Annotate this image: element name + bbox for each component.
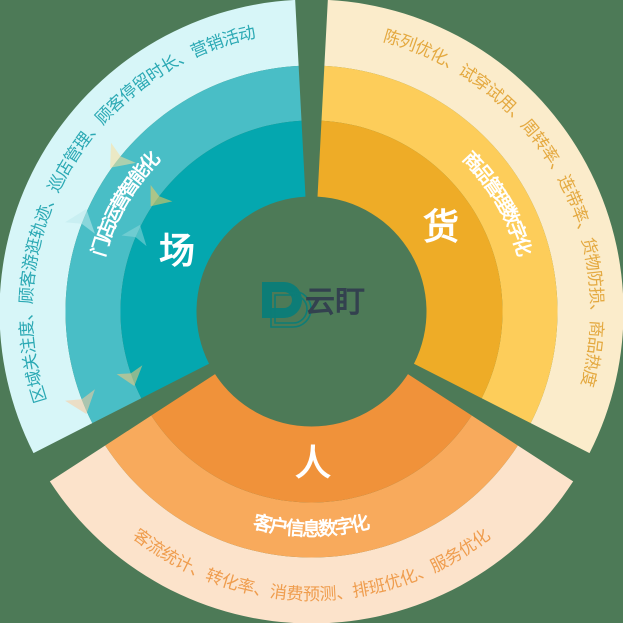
svg-text:、: 、 xyxy=(17,304,36,321)
svg-text:注: 注 xyxy=(18,336,39,355)
svg-text:防: 防 xyxy=(584,269,605,288)
svg-text:货: 货 xyxy=(423,206,459,247)
svg-text:顾: 顾 xyxy=(17,287,37,305)
svg-text:度: 度 xyxy=(17,320,37,338)
svg-text:场: 场 xyxy=(159,230,195,271)
svg-text:费: 费 xyxy=(286,584,304,604)
svg-text:云盯: 云盯 xyxy=(305,286,365,319)
svg-text:损: 损 xyxy=(586,287,606,305)
svg-text:预: 预 xyxy=(303,585,320,604)
svg-text:商: 商 xyxy=(586,320,606,338)
svg-text:、: 、 xyxy=(587,304,606,321)
svg-text:人: 人 xyxy=(295,442,331,483)
